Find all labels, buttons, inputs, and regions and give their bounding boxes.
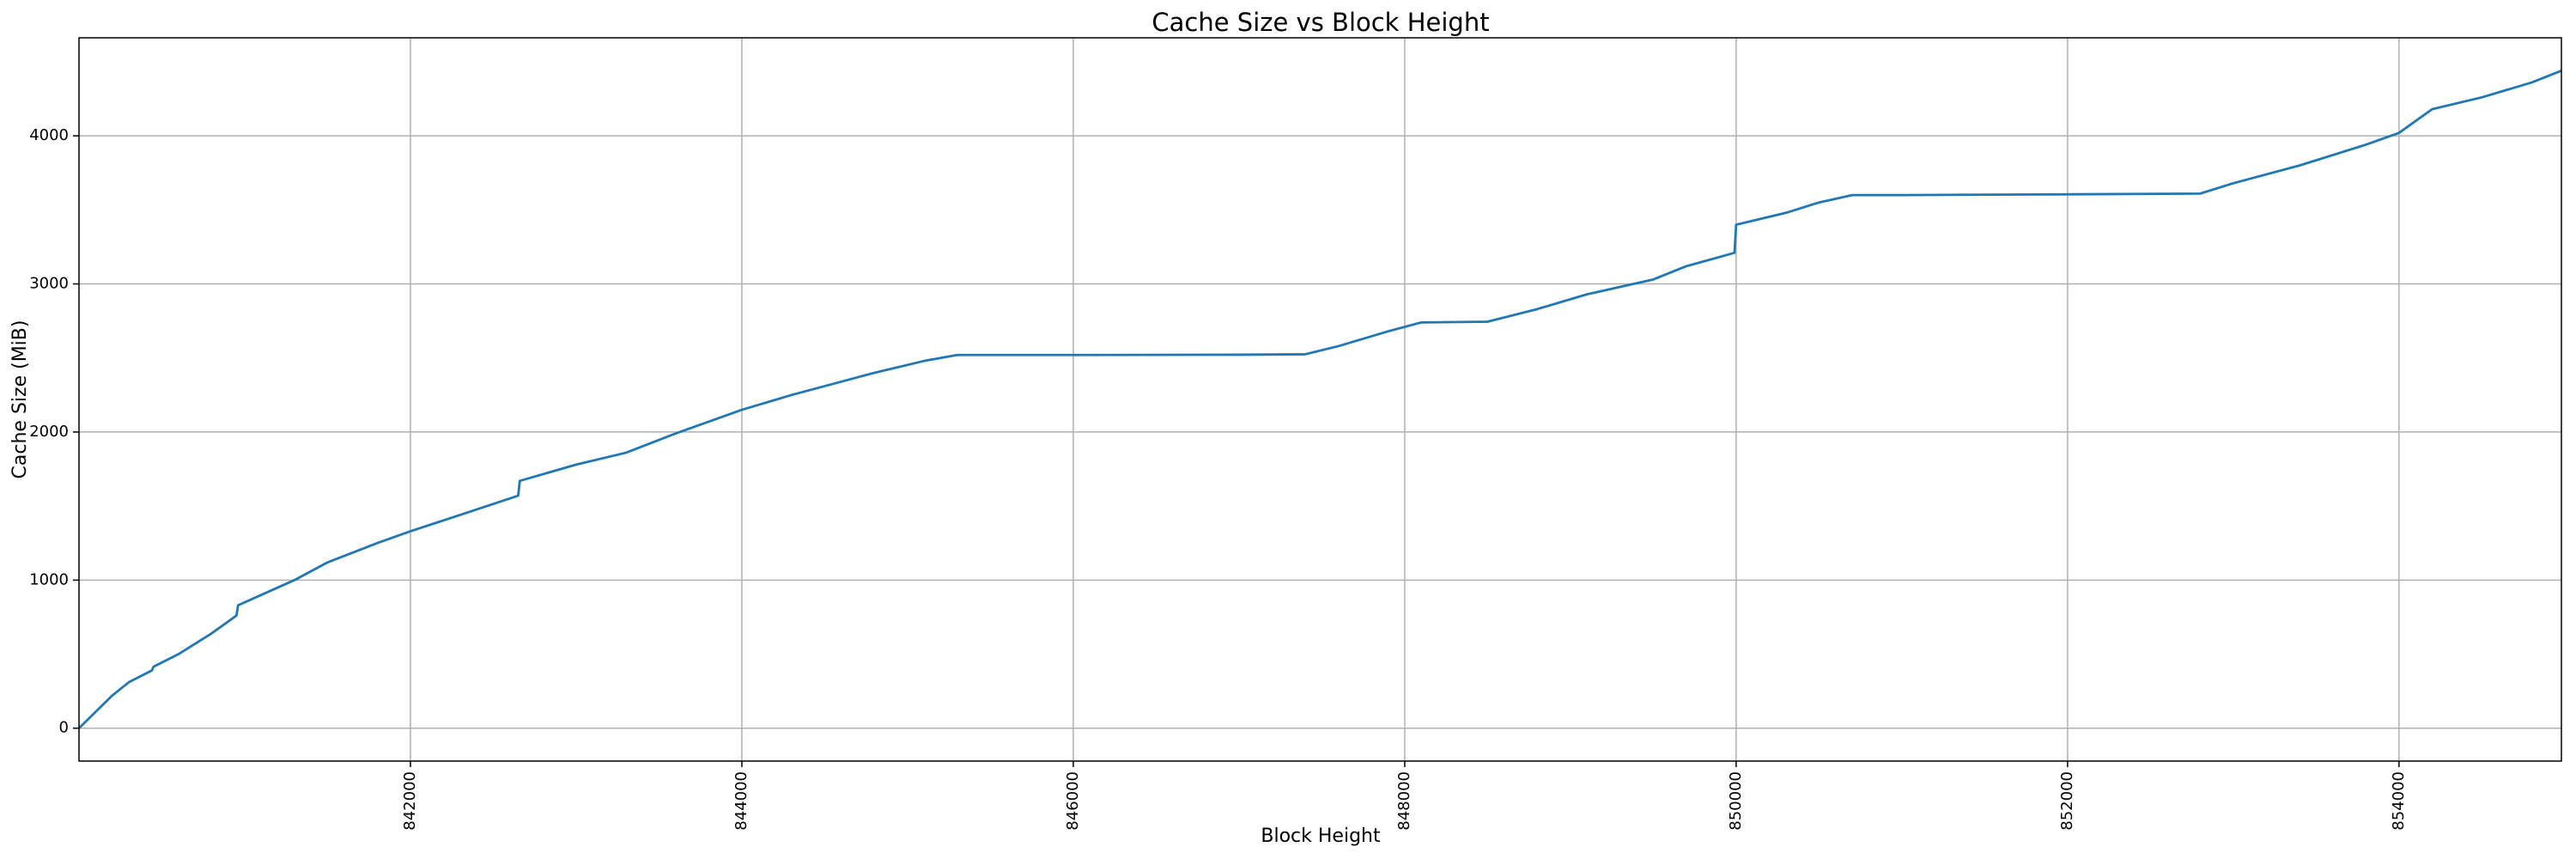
x-tick-label: 850000 [1727,771,1745,831]
chart-title: Cache Size vs Block Height [1151,8,1489,37]
data-line [78,69,2562,729]
y-axis-label: Cache Size (MiB) [9,320,31,479]
y-tick-label: 1000 [29,570,69,588]
y-tick-label: 3000 [29,275,69,293]
y-tick-label: 4000 [29,126,69,144]
x-tick-label: 852000 [2058,771,2076,831]
x-tick-label: 848000 [1395,771,1413,831]
x-tick-label: 846000 [1064,771,1082,831]
y-tick-label: 0 [59,719,69,737]
x-axis-label: Block Height [1261,825,1381,847]
y-tick-label: 2000 [29,423,69,441]
x-tick-label: 844000 [732,771,750,831]
x-tick-label: 842000 [401,771,419,831]
plot-frame [78,37,2562,762]
x-tick-label: 854000 [2390,771,2408,831]
